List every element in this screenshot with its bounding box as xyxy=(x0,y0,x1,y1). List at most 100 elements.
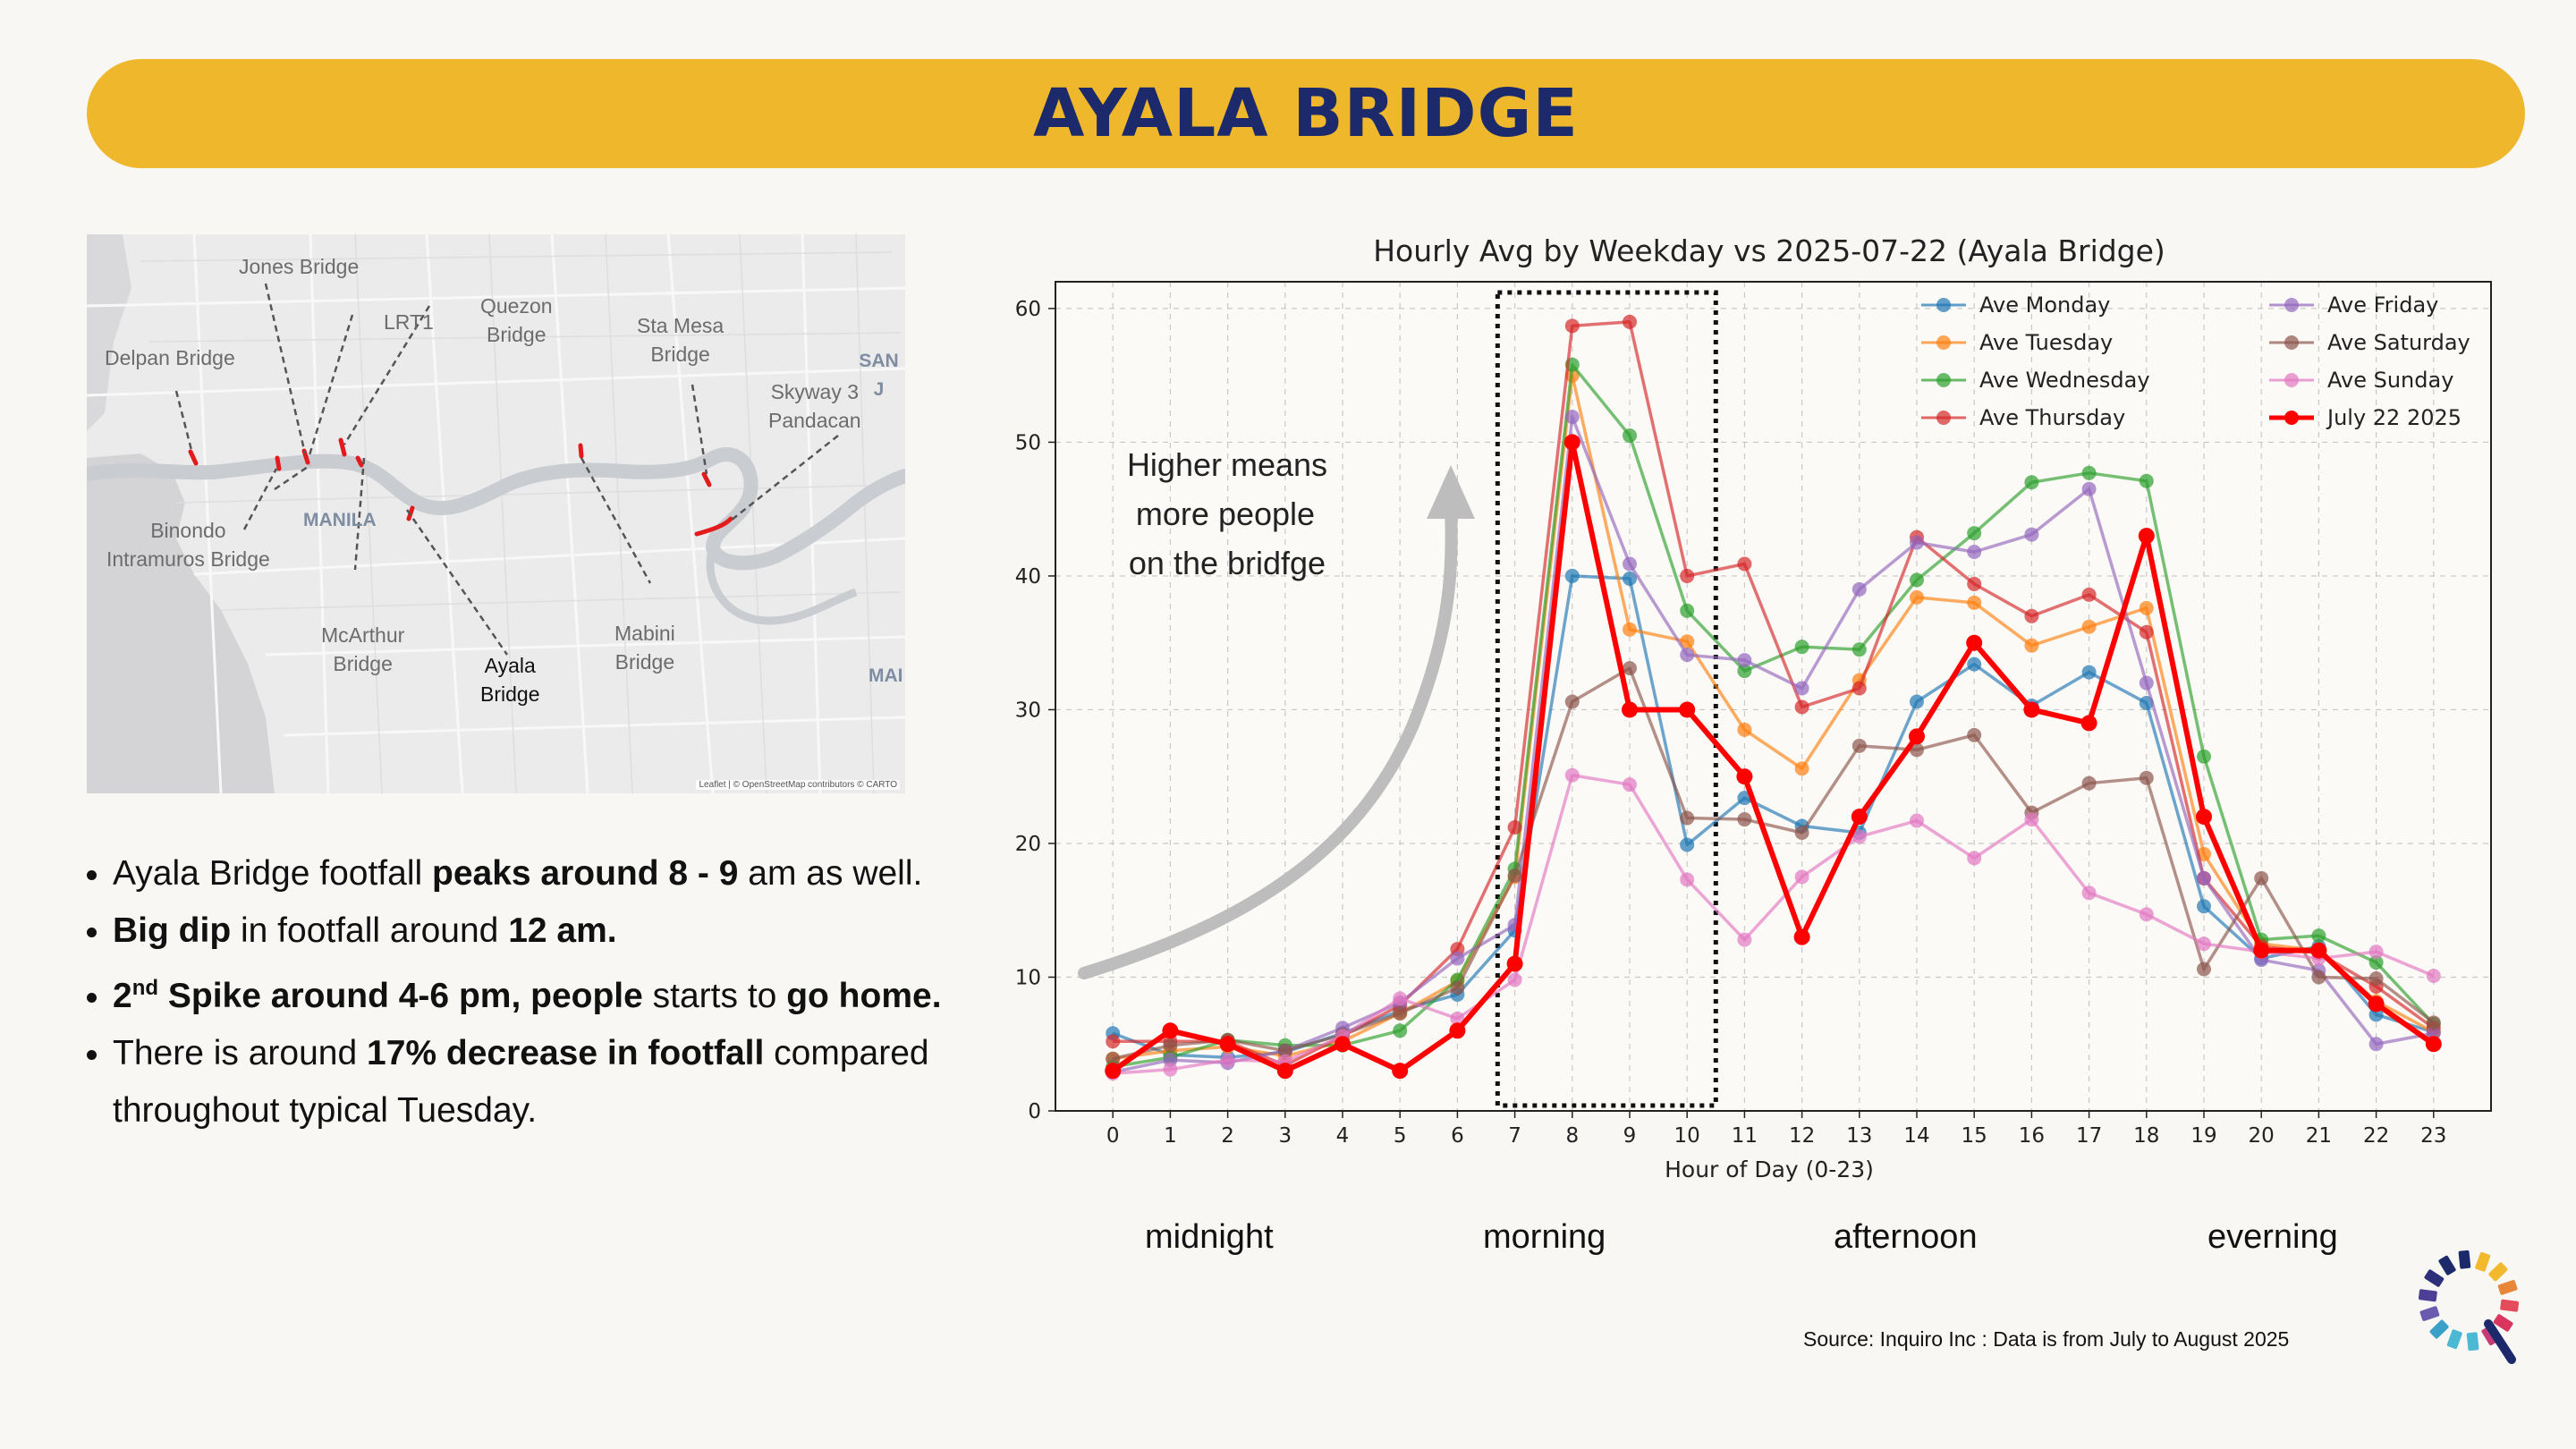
x-tick-label: 2 xyxy=(1221,1124,1234,1148)
data-point xyxy=(1162,1022,1179,1039)
insight-list: Ayala Bridge footfall peaks around 8 - 9… xyxy=(80,845,971,1140)
title-banner: AYALA BRIDGE xyxy=(87,59,2525,168)
data-point xyxy=(1910,589,1924,605)
data-point xyxy=(1563,434,1580,451)
data-point xyxy=(1564,318,1580,334)
data-point xyxy=(2368,955,2384,970)
map-label-quezon: Quezon Bridge xyxy=(480,294,553,346)
data-point xyxy=(1106,1051,1121,1066)
insight-item: Big dip in footfall around 12 am. xyxy=(113,902,971,960)
data-point xyxy=(2197,899,2211,914)
x-tick-label: 3 xyxy=(1278,1124,1292,1148)
x-tick-label: 7 xyxy=(1508,1124,1521,1148)
logo-segment xyxy=(2458,1250,2471,1269)
period-afternoon: afternoon xyxy=(1834,1218,1978,1256)
map-attribution[interactable]: Leaflet | © OpenStreetMap contributors ©… xyxy=(696,780,900,790)
logo-segment xyxy=(2418,1289,2437,1302)
data-point xyxy=(1910,742,1924,758)
data-point xyxy=(1163,1062,1178,1077)
page-title: AYALA BRIDGE xyxy=(1033,75,1579,152)
x-tick-label: 4 xyxy=(1336,1124,1350,1148)
data-point xyxy=(1163,1038,1178,1053)
data-point xyxy=(1794,761,1809,776)
data-point xyxy=(1450,951,1465,966)
data-point xyxy=(1506,955,1523,972)
map-label-mabini: Mabini Bridge xyxy=(614,622,675,674)
hourly-chart: Hour of Day (0-23) 0 10 20 30 40 50 60 0 1 2 3 4 5 6 7… xyxy=(984,224,2504,1203)
legend-item: Ave Wednesday xyxy=(1921,368,2150,393)
data-point xyxy=(1393,1005,1408,1021)
legend-swatch-marker xyxy=(2284,411,2299,425)
data-point xyxy=(1623,428,1637,443)
data-point xyxy=(2310,942,2327,959)
data-point xyxy=(1450,1011,1465,1026)
peak-highlight-box xyxy=(1495,290,1718,1108)
legend-label: Ave Tuesday xyxy=(1979,330,2113,355)
map-label-san: SAN J xyxy=(859,351,899,400)
data-point xyxy=(2197,749,2211,764)
data-point xyxy=(2024,812,2039,827)
legend-item: Ave Saturday xyxy=(2269,330,2470,355)
data-point xyxy=(2368,996,2385,1013)
data-point xyxy=(1737,722,1752,737)
data-point xyxy=(2197,962,2211,977)
logo-segment xyxy=(2429,1319,2449,1339)
x-tick-label: 5 xyxy=(1394,1124,1407,1148)
data-point xyxy=(1910,694,1924,709)
period-morning: morning xyxy=(1483,1218,1606,1256)
x-tick-label: 17 xyxy=(2076,1124,2102,1148)
series-line xyxy=(1113,773,2435,1075)
x-tick-label: 8 xyxy=(1565,1124,1579,1148)
map-label-jones: Jones Bridge xyxy=(239,255,360,278)
period-midnight: midnight xyxy=(1145,1218,1274,1256)
data-point xyxy=(1737,664,1752,679)
data-point xyxy=(1909,728,1925,745)
data-point xyxy=(2023,701,2040,718)
logo-segment xyxy=(2438,1255,2456,1275)
legend-item: Ave Tuesday xyxy=(1921,330,2113,355)
legend-item: July 22 2025 xyxy=(2269,405,2462,430)
data-point xyxy=(1794,826,1809,841)
data-point xyxy=(1967,851,1982,866)
data-point xyxy=(1910,572,1924,588)
legend-label: July 22 2025 xyxy=(2326,405,2462,430)
data-point xyxy=(1393,1023,1408,1038)
data-point xyxy=(1564,767,1580,783)
data-point xyxy=(1967,727,1982,742)
data-point xyxy=(1967,526,1982,541)
data-point xyxy=(1852,642,1867,657)
y-tick-label: 50 xyxy=(1015,431,1041,454)
logo-segment xyxy=(2493,1314,2513,1332)
data-point xyxy=(1967,576,1982,591)
data-point xyxy=(1794,869,1809,885)
data-point xyxy=(1680,603,1695,618)
data-point xyxy=(2196,809,2212,826)
y-tick-label: 60 xyxy=(1015,298,1041,321)
data-point xyxy=(1507,820,1522,835)
data-point xyxy=(1277,1043,1292,1058)
data-point xyxy=(2138,528,2155,545)
series-line xyxy=(1112,666,2435,1061)
data-point xyxy=(1851,809,1868,826)
logo-segment xyxy=(2466,1332,2479,1352)
insight-item: Ayala Bridge footfall peaks around 8 - 9… xyxy=(113,845,971,902)
data-point xyxy=(2139,907,2154,922)
data-point xyxy=(2368,945,2384,960)
data-point xyxy=(1623,661,1637,676)
logo-segment xyxy=(2488,1262,2508,1282)
series-line xyxy=(1112,415,2435,1074)
legend-swatch-marker xyxy=(1936,335,1951,350)
logo-segment xyxy=(2424,1269,2445,1287)
legend-swatch-marker xyxy=(2284,335,2299,350)
legend-swatch-marker xyxy=(2284,298,2299,312)
data-point xyxy=(1680,634,1695,649)
logo-segment xyxy=(2446,1329,2462,1350)
data-point xyxy=(1910,813,1924,828)
bridge-map[interactable]: Jones Bridge Delpan Bridge LRT1 Quezon B… xyxy=(87,234,905,793)
x-tick-label: 9 xyxy=(1623,1124,1637,1148)
data-point xyxy=(1564,568,1580,583)
data-point xyxy=(1622,701,1638,718)
chart-annotation: Higher means more people on the bridfge xyxy=(1127,446,1327,581)
data-point xyxy=(1335,1036,1351,1053)
legend-label: Ave Sunday xyxy=(2327,368,2453,393)
